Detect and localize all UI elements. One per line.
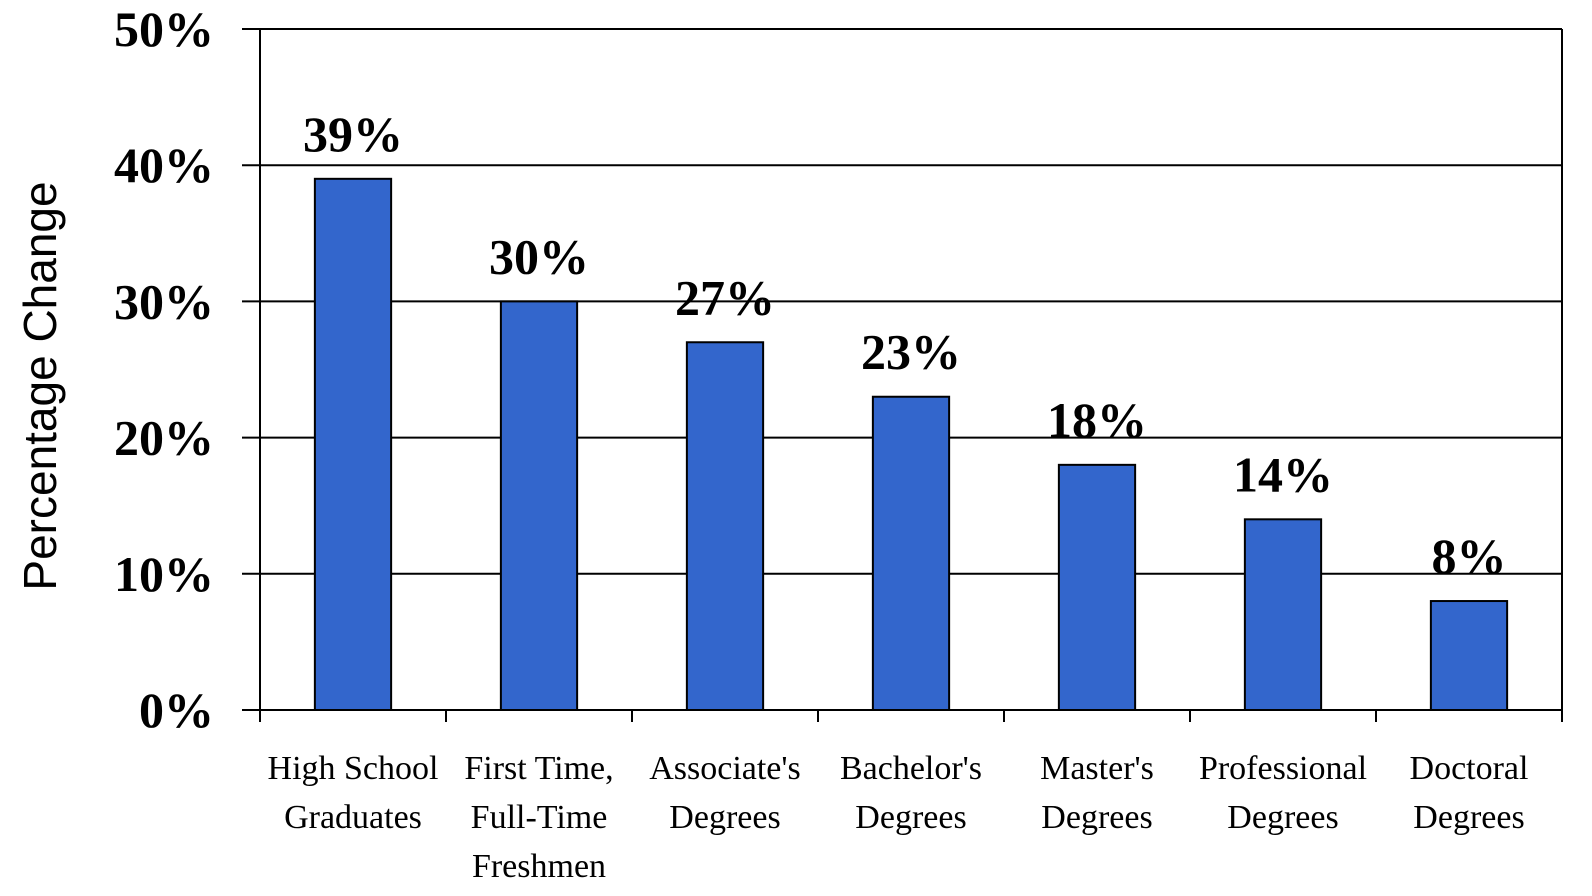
y-tick-label: 20% xyxy=(114,410,214,466)
data-label: 39% xyxy=(303,106,403,162)
data-label: 8% xyxy=(1432,528,1507,584)
category-label-line: First Time, xyxy=(464,750,613,787)
bars xyxy=(313,177,1509,711)
category-label: Associate's Degrees xyxy=(649,750,801,836)
category-label-line: Degrees xyxy=(1227,799,1338,836)
category-label-line: Degrees xyxy=(1413,799,1524,836)
data-labels: 39% 30% 27% 23% 18% 14% 8% xyxy=(303,106,1507,584)
bar xyxy=(1429,600,1509,711)
category-label-line: Degrees xyxy=(855,799,966,836)
category-labels: High School Graduates First Time, Full-Time… xyxy=(268,750,1529,885)
y-tick-label: 30% xyxy=(114,273,214,329)
bar xyxy=(871,395,951,711)
category-label-line: Master's xyxy=(1040,750,1154,787)
y-tick-labels: 0% 10% 20% 30% 40% 50% xyxy=(114,1,214,738)
y-tick-label: 50% xyxy=(114,1,214,57)
gridlines xyxy=(260,28,1562,575)
bar xyxy=(1243,518,1323,711)
category-label-line: Professional xyxy=(1199,750,1367,787)
bar xyxy=(313,177,393,711)
category-label-line: Doctoral xyxy=(1410,750,1529,787)
category-label: Doctoral Degrees xyxy=(1410,750,1529,836)
category-label-line: High School xyxy=(268,750,439,787)
y-tick-label: 40% xyxy=(114,137,214,193)
bar xyxy=(499,300,579,711)
category-label: Professional Degrees xyxy=(1199,750,1367,836)
y-axis-title: Percentage Change xyxy=(14,181,66,590)
category-label: First Time, Full-Time Freshmen xyxy=(464,750,613,885)
y-tick-label: 10% xyxy=(114,546,214,602)
category-label-line: Associate's xyxy=(649,750,801,787)
category-label: Master's Degrees xyxy=(1040,750,1154,836)
bar xyxy=(685,341,765,711)
category-label: High School Graduates xyxy=(268,750,439,836)
category-label-line: Freshmen xyxy=(472,848,606,885)
category-label-line: Degrees xyxy=(1041,799,1152,836)
category-label-line: Full-Time xyxy=(471,799,608,836)
category-label-line: Bachelor's xyxy=(840,750,982,787)
category-label-line: Degrees xyxy=(669,799,780,836)
data-label: 18% xyxy=(1047,392,1147,448)
category-label: Bachelor's Degrees xyxy=(840,750,982,836)
data-label: 27% xyxy=(675,269,775,325)
category-label-line: Graduates xyxy=(284,799,422,836)
bar xyxy=(1057,463,1137,711)
axes xyxy=(242,28,1563,722)
y-tick-label: 0% xyxy=(139,682,214,738)
data-label: 30% xyxy=(489,228,589,284)
data-label: 23% xyxy=(861,324,961,380)
data-label: 14% xyxy=(1233,446,1333,502)
